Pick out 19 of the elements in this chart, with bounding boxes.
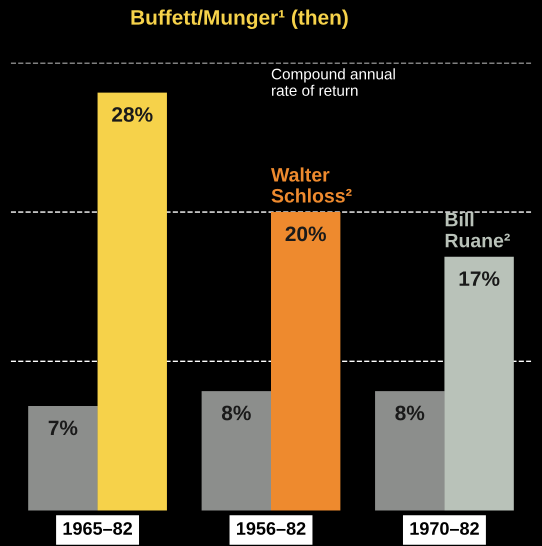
annotation: Walter Schloss² <box>271 167 352 203</box>
data-label: 17% <box>460 271 500 286</box>
chart-title: Buffett/Munger¹ (then) <box>131 9 348 29</box>
bar <box>444 256 514 511</box>
data-label: 7% <box>48 420 78 436</box>
bar <box>98 92 167 511</box>
bar <box>375 391 444 511</box>
text: Compound annual rate of return <box>272 68 395 96</box>
bar <box>28 406 98 511</box>
bar <box>271 212 340 511</box>
data-label: 8% <box>222 406 251 420</box>
x-tick-label: 1956–82 <box>236 522 306 535</box>
annotation: Bill Ruane² <box>446 212 510 248</box>
bar <box>202 391 271 511</box>
data-label: 20% <box>286 226 326 242</box>
x-tick-label: 1965–82 <box>64 522 132 535</box>
x-tick-label: 1970–82 <box>410 522 479 535</box>
data-label: 8% <box>395 406 424 420</box>
data-label: 28% <box>112 107 153 122</box>
